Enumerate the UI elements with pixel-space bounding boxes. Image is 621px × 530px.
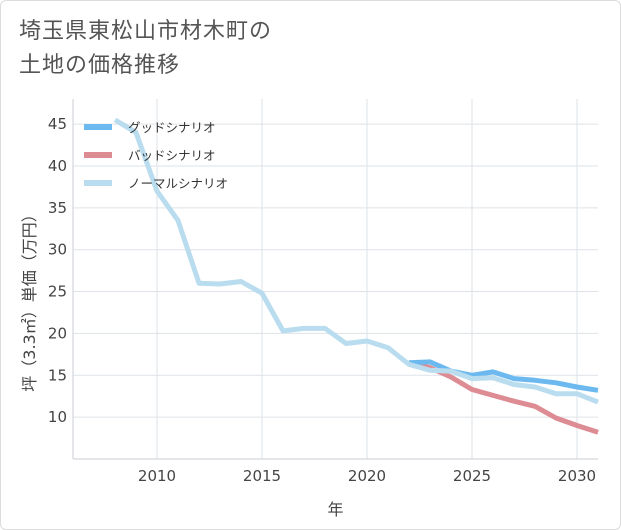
x-tick-label: 2030 [558,467,596,485]
series-line [113,117,599,405]
series-line [408,359,599,393]
series-layer [113,117,599,435]
x-axis-label: 年 [327,500,343,519]
y-tick-label: 20 [48,324,67,342]
y-tick-label: 40 [48,157,67,175]
x-tick-label: 2010 [138,467,176,485]
x-tick-label: 2020 [348,467,386,485]
y-axis-label: 坪（3.3㎡）単価（万円） [20,206,39,391]
y-tick-label: 10 [48,408,67,426]
x-tick-label: 2025 [453,467,491,485]
y-tick-label: 25 [48,283,67,301]
chart-title: 埼玉県東松山市材木町の 土地の価格推移 [19,19,273,78]
y-tick-label: 15 [48,366,67,384]
plot-frame [72,99,598,460]
y-tick-label: 35 [48,199,67,217]
y-tick-label: 30 [48,241,67,259]
x-tick-label: 2015 [243,467,281,485]
y-tick-label: 45 [48,115,67,133]
legend-label: バッドシナリオ [128,148,216,163]
legend-label: グッドシナリオ [128,120,216,135]
legend-label: ノーマルシナリオ [128,176,228,191]
